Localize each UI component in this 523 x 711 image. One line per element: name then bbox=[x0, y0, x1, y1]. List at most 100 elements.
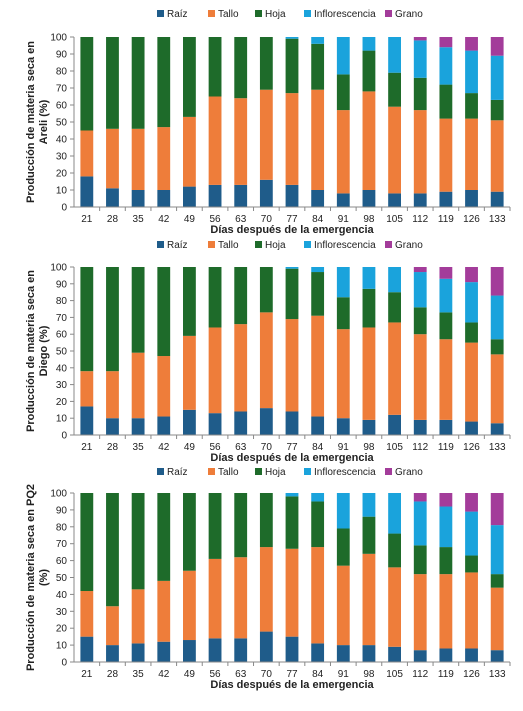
bar-segment-tallo bbox=[259, 89, 273, 180]
x-tick-label: 35 bbox=[133, 442, 145, 453]
y-tick-label: 40 bbox=[56, 363, 68, 374]
x-tick-label: 21 bbox=[81, 214, 93, 225]
bar-segment-tallo bbox=[490, 120, 504, 192]
bar-segment-tallo bbox=[439, 574, 453, 649]
x-tick-label: 133 bbox=[489, 214, 506, 225]
bar-segment-tallo bbox=[106, 371, 119, 419]
x-tick-label: 126 bbox=[463, 669, 480, 680]
legend-swatch bbox=[385, 468, 392, 475]
y-tick-label: 30 bbox=[56, 152, 68, 163]
legend-label: Raíz bbox=[167, 240, 188, 251]
bar-segment-hoja bbox=[183, 267, 196, 336]
x-tick-label: 49 bbox=[184, 442, 196, 453]
bar-segment-tallo bbox=[388, 567, 401, 647]
bar-segment-hoja bbox=[439, 84, 453, 119]
bar-segment-inflorescencia bbox=[490, 295, 504, 340]
bar-segment-tallo bbox=[362, 327, 376, 420]
bar-segment-grano bbox=[413, 493, 427, 502]
bar-segment-raíz bbox=[388, 646, 401, 662]
bar-segment-inflorescencia bbox=[465, 511, 478, 556]
y-tick-label: 0 bbox=[61, 658, 67, 669]
bar-segment-hoja bbox=[285, 38, 299, 94]
bar-segment-inflorescencia bbox=[311, 37, 325, 44]
bar-segment-inflorescencia bbox=[362, 267, 376, 289]
y-tick-label: 0 bbox=[61, 431, 67, 442]
legend-swatch bbox=[304, 468, 311, 475]
bar-segment-raíz bbox=[259, 179, 273, 207]
bar-segment-raíz bbox=[439, 191, 453, 207]
bar-segment-tallo bbox=[413, 110, 427, 194]
bar-segment-raíz bbox=[131, 418, 145, 435]
legend-swatch bbox=[208, 10, 215, 17]
bar-segment-inflorescencia bbox=[311, 267, 325, 273]
bar-segment-raíz bbox=[157, 416, 171, 435]
bar-segment-raíz bbox=[285, 184, 299, 207]
bar-segment-hoja bbox=[208, 267, 222, 328]
bar-segment-hoja bbox=[465, 322, 478, 343]
x-tick-label: 105 bbox=[386, 214, 403, 225]
y-tick-label: 0 bbox=[61, 203, 67, 214]
bar-segment-hoja bbox=[259, 267, 273, 313]
bar-segment-inflorescencia bbox=[336, 267, 350, 298]
legend-label: Tallo bbox=[218, 9, 239, 20]
bar-segment-tallo bbox=[336, 329, 350, 419]
bar-segment-tallo bbox=[311, 547, 325, 644]
chart-panel-3: Raíz Tallo Hoja Inflorescencia Grano 0 10 20 30 4… bbox=[25, 467, 511, 691]
x-tick-label: 28 bbox=[107, 214, 119, 225]
x-tick-label: 91 bbox=[338, 214, 350, 225]
x-tick-label: 21 bbox=[81, 442, 93, 453]
legend-label: Hoja bbox=[265, 240, 286, 251]
legend-label: Grano bbox=[395, 9, 423, 20]
bar-segment-raíz bbox=[311, 643, 325, 662]
y-axis-title: Producción de materia seca en PQ2(%) bbox=[25, 484, 50, 671]
x-tick-label: 42 bbox=[158, 442, 170, 453]
bar-segment-tallo bbox=[234, 98, 248, 185]
bar-segment-raíz bbox=[336, 193, 350, 207]
y-tick-label: 10 bbox=[56, 414, 68, 425]
y-tick-label: 80 bbox=[56, 296, 68, 307]
y-tick-label: 70 bbox=[56, 84, 68, 95]
bar-segment-inflorescencia bbox=[439, 47, 453, 85]
x-tick-label: 112 bbox=[412, 214, 428, 225]
bar-segment-hoja bbox=[490, 99, 504, 121]
bar-segment-inflorescencia bbox=[285, 267, 299, 269]
bar-segment-raíz bbox=[465, 190, 478, 207]
bar-segment-hoja bbox=[183, 37, 196, 117]
bar-segment-tallo bbox=[362, 91, 376, 190]
bar-segment-tallo bbox=[362, 553, 376, 646]
x-tick-label: 70 bbox=[261, 214, 273, 225]
bar-segment-hoja bbox=[413, 307, 427, 335]
bar-segment-tallo bbox=[413, 334, 427, 420]
bar-segment-grano bbox=[439, 37, 453, 48]
bar-segment-hoja bbox=[80, 267, 94, 372]
bar-segment-hoja bbox=[465, 555, 478, 573]
bar-segment-hoja bbox=[413, 77, 427, 111]
bar-segment-tallo bbox=[465, 572, 478, 649]
legend-swatch bbox=[157, 10, 164, 17]
x-tick-label: 28 bbox=[107, 669, 119, 680]
bar-segment-grano bbox=[490, 493, 504, 526]
legend-label: Tallo bbox=[218, 467, 239, 478]
bar-segment-tallo bbox=[285, 548, 299, 637]
y-tick-label: 20 bbox=[56, 169, 68, 180]
bar-segment-grano bbox=[465, 493, 478, 512]
bar-segment-raíz bbox=[336, 418, 350, 435]
bar-segment-hoja bbox=[362, 516, 376, 554]
x-axis-title: Días después de la emergencia bbox=[210, 679, 374, 691]
bar-segment-hoja bbox=[285, 496, 299, 549]
bar-segment-hoja bbox=[465, 93, 478, 119]
y-tick-label: 60 bbox=[56, 330, 68, 341]
bar-segment-tallo bbox=[285, 93, 299, 185]
x-tick-label: 119 bbox=[438, 214, 454, 225]
y-tick-label: 90 bbox=[56, 50, 68, 61]
x-tick-label: 91 bbox=[338, 669, 350, 680]
bar-segment-hoja bbox=[259, 493, 273, 548]
y-axis-title-line: Areli (%) bbox=[38, 99, 50, 144]
bar-segment-hoja bbox=[336, 74, 350, 111]
bar-segment-tallo bbox=[157, 356, 171, 417]
bar-segment-hoja bbox=[285, 268, 299, 320]
bar-segment-tallo bbox=[80, 371, 94, 407]
x-tick-label: 21 bbox=[81, 669, 93, 680]
legend-swatch bbox=[208, 241, 215, 248]
legend-label: Hoja bbox=[265, 9, 286, 20]
